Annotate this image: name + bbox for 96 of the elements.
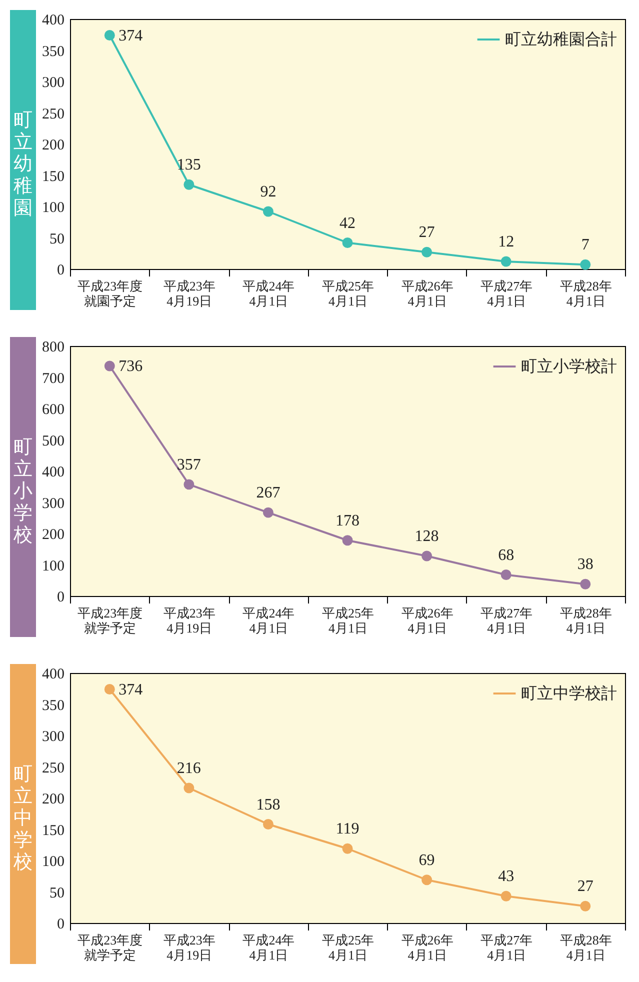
y-tick-label: 350 xyxy=(42,44,64,60)
y-tick-label: 300 xyxy=(42,496,64,512)
point xyxy=(500,256,512,267)
point xyxy=(422,246,432,258)
x-tick-label: 平成23年4月19日 xyxy=(163,606,216,636)
point xyxy=(580,578,591,590)
data-label: 38 xyxy=(577,556,594,574)
point xyxy=(104,30,115,40)
data-label: 92 xyxy=(260,184,276,200)
point xyxy=(500,890,512,902)
y-tick-label: 300 xyxy=(42,75,64,91)
text: 町立中学校 xyxy=(12,764,34,874)
y-tick-label: 200 xyxy=(42,138,64,154)
data-label: 357 xyxy=(176,456,201,474)
data-label: 43 xyxy=(498,868,514,886)
y-tick-label: 200 xyxy=(42,792,64,808)
x-tick-label: 平成27年4月1日 xyxy=(480,278,533,308)
y-tick-label: 200 xyxy=(42,527,64,543)
text: 町立幼稚園 xyxy=(12,110,34,220)
point xyxy=(184,179,194,190)
data-label: 119 xyxy=(336,820,360,838)
x-tick-label: 平成25年4月1日 xyxy=(322,932,374,962)
y-tick-label: 0 xyxy=(57,916,64,932)
x-tick-label: 平成25年4月1日 xyxy=(322,606,374,636)
point xyxy=(262,507,274,518)
data-label: 7 xyxy=(581,236,590,254)
point xyxy=(580,900,591,912)
x-tick-label: 平成23年4月19日 xyxy=(163,932,216,962)
data-label: 27 xyxy=(577,878,594,896)
data-label: 178 xyxy=(336,512,360,530)
data-label: 128 xyxy=(414,528,439,545)
point xyxy=(422,550,432,562)
point xyxy=(184,782,194,794)
point xyxy=(500,570,512,580)
y-tick-label: 400 xyxy=(42,666,64,682)
y-tick-label: 400 xyxy=(42,12,64,28)
x-tick-label: 平成28年4月1日 xyxy=(560,278,612,308)
y-tick-label: 0 xyxy=(57,262,64,278)
y-tick-label: 0 xyxy=(57,590,64,606)
point xyxy=(262,206,274,217)
y-tick-label: 800 xyxy=(42,340,64,356)
x-tick-label: 平成26年4月1日 xyxy=(401,278,454,308)
x-tick-label: 平成24年4月1日 xyxy=(242,932,295,962)
x-tick-label: 平成23年度就学予定 xyxy=(78,606,143,636)
x-tick-label: 平成28年4月1日 xyxy=(560,932,612,962)
point xyxy=(342,535,353,546)
text: 町立小学校 xyxy=(12,437,34,547)
y-tick-label: 300 xyxy=(42,729,64,745)
x-tick-label: 平成27年4月1日 xyxy=(480,932,533,962)
data-label: 135 xyxy=(176,156,201,174)
x-tick-label: 平成26年4月1日 xyxy=(401,606,454,636)
data-label: 374 xyxy=(118,681,143,698)
point xyxy=(422,874,432,886)
x-tick-label: 平成27年4月1日 xyxy=(480,606,533,636)
y-tick-label: 600 xyxy=(42,402,64,418)
point xyxy=(262,819,274,830)
point xyxy=(184,479,194,490)
x-tick-label: 平成28年4月1日 xyxy=(560,606,612,636)
y-tick-label: 50 xyxy=(50,885,64,902)
x-tick-label: 平成23年度就学予定 xyxy=(78,932,143,962)
y-tick-label: 500 xyxy=(42,433,64,450)
data-label: 736 xyxy=(118,358,143,375)
y-tick-label: 400 xyxy=(42,464,64,480)
point xyxy=(342,843,353,854)
point xyxy=(104,684,115,694)
legend-label: 町立小学校計 xyxy=(521,358,617,376)
x-tick-label: 平成24年4月1日 xyxy=(242,606,295,636)
data-label: 27 xyxy=(418,224,435,242)
y-tick-label: 150 xyxy=(42,168,64,185)
y-tick-label: 350 xyxy=(42,698,64,714)
y-tick-label: 250 xyxy=(42,106,64,122)
data-label: 374 xyxy=(118,27,143,44)
data-label: 12 xyxy=(498,234,514,250)
y-tick-label: 250 xyxy=(42,760,64,776)
x-tick-label: 平成26年4月1日 xyxy=(401,932,454,962)
point xyxy=(580,259,591,270)
y-tick-label: 100 xyxy=(42,200,64,216)
point xyxy=(104,360,115,372)
y-tick-label: 100 xyxy=(42,854,64,870)
legend-label: 町立幼稚園合計 xyxy=(505,30,617,48)
x-tick-label: 平成23年4月19日 xyxy=(163,278,216,308)
data-label: 42 xyxy=(340,214,356,232)
data-label: 158 xyxy=(256,796,280,814)
y-tick-label: 700 xyxy=(42,370,64,387)
x-tick-label: 平成23年度就園予定 xyxy=(78,278,143,308)
y-tick-label: 50 xyxy=(50,231,64,248)
data-label: 68 xyxy=(498,546,514,564)
y-tick-label: 100 xyxy=(42,558,64,574)
x-tick-label: 平成25年4月1日 xyxy=(322,278,374,308)
legend-label: 町立中学校計 xyxy=(521,684,617,702)
data-label: 69 xyxy=(418,852,435,869)
point xyxy=(342,238,353,248)
data-label: 216 xyxy=(176,760,201,777)
data-label: 267 xyxy=(256,484,280,502)
x-tick-label: 平成24年4月1日 xyxy=(242,278,295,308)
y-tick-label: 150 xyxy=(42,822,64,839)
